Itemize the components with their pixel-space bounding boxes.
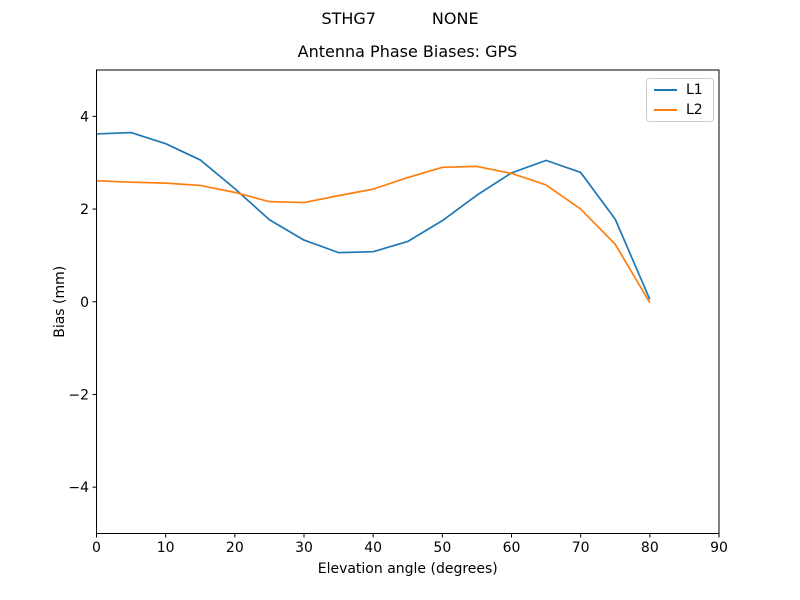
x-tick-label: 80 (641, 540, 659, 556)
x-tick-label: 40 (364, 540, 382, 556)
axes-title: Antenna Phase Biases: GPS (297, 42, 518, 61)
x-tick-label: 90 (710, 540, 728, 556)
y-tick-label: 2 (80, 202, 89, 218)
x-tick-label: 60 (503, 540, 521, 556)
axes-spines (96, 69, 720, 534)
figure-suptitle: STHG7 NONE (321, 9, 479, 28)
x-tick-label: 10 (157, 540, 175, 556)
legend-entry-l1: L1 (647, 80, 713, 100)
y-tick-label: −2 (68, 387, 89, 403)
x-tick-label: 0 (92, 540, 101, 556)
legend-entry-l2: L2 (647, 100, 713, 120)
y-tick-label: −4 (68, 480, 89, 496)
x-tick-label: 70 (572, 540, 590, 556)
series-line-l2 (96, 165, 651, 304)
x-tick-label: 50 (433, 540, 451, 556)
x-axis-label: Elevation angle (degrees) (318, 561, 498, 577)
y-tick-label: 4 (80, 109, 89, 125)
l2-line-swatch (654, 109, 677, 112)
series-line-l1 (96, 131, 651, 300)
legend-label-l1: L1 (686, 81, 703, 98)
x-tick-label: 30 (295, 540, 313, 556)
x-tick-label: 20 (226, 540, 244, 556)
l1-line-swatch (654, 88, 677, 91)
y-tick-label: 0 (80, 295, 89, 311)
legend-label-l2: L2 (686, 102, 703, 119)
y-axis-label: Bias (mm) (52, 266, 68, 338)
legend: L1 L2 (646, 78, 714, 122)
